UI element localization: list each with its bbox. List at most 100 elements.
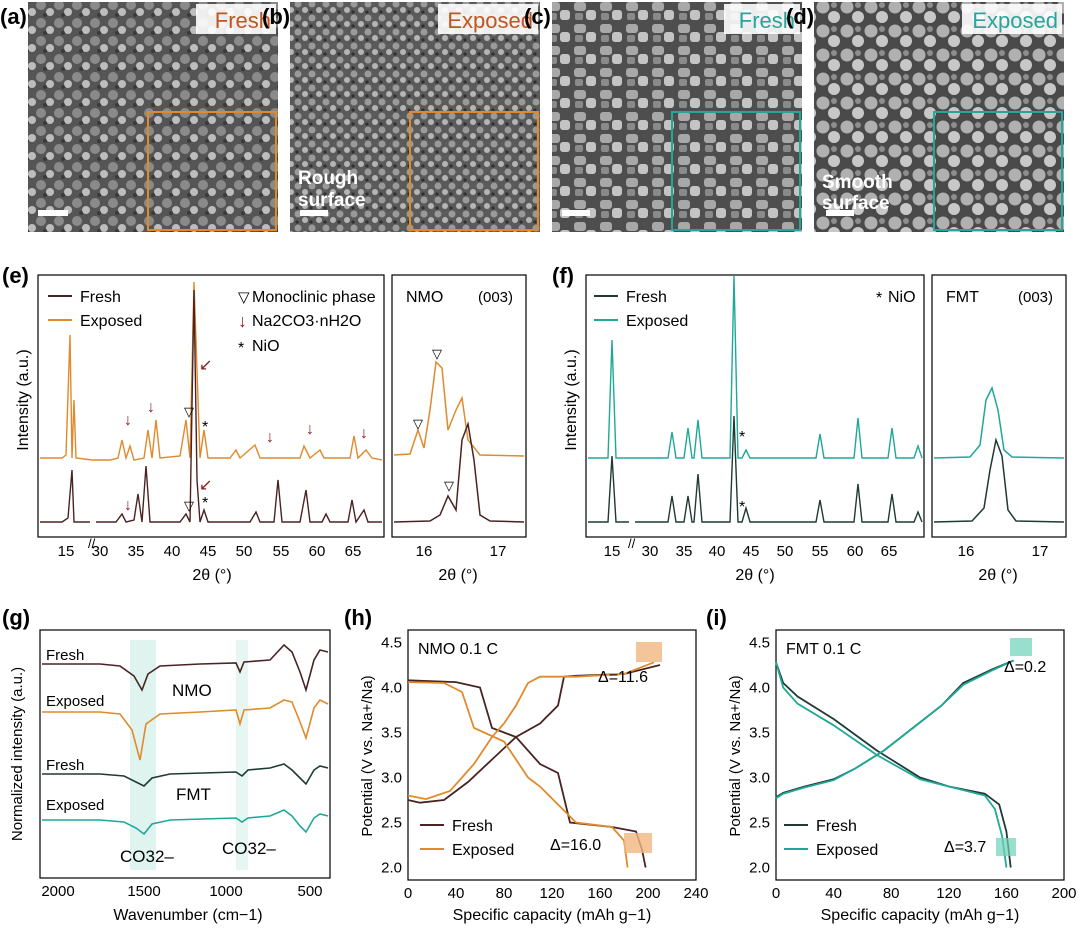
x-tick: 160	[587, 885, 612, 902]
e-asterisk-marker: *	[202, 419, 208, 436]
f-tick: 17	[1032, 543, 1049, 560]
g-ylabel: Normalized intensity (a.u.)	[9, 667, 26, 841]
g-xlabel: Wavenumber (cm−1)	[113, 907, 262, 924]
e-tick: 40	[164, 543, 181, 560]
g-label-nmo-exposed: Exposed	[46, 693, 104, 710]
i-plot-area	[775, 659, 1014, 868]
e-tick: 30	[92, 543, 109, 560]
panel-label-g: (g)	[2, 605, 30, 630]
h-delta-box-bottom	[624, 833, 652, 853]
e-note-nio: NiO	[252, 338, 280, 355]
sem-label-b: Exposed	[447, 8, 533, 33]
f-note-nio: NiO	[888, 289, 916, 306]
y-tick: 4.0	[381, 680, 402, 697]
f-tick: 65	[881, 543, 898, 560]
h-rate-label: NMO 0.1 C	[418, 641, 498, 658]
sem-label-a: Fresh	[215, 8, 271, 33]
gcd-panel-h: (h) Potential (V vs. Na+/Na) NMO 0.1 C Δ…	[344, 605, 709, 924]
xrd-panel-e: (e) Intensity (a.u.) Fresh Exposed ▽ Mon…	[2, 263, 527, 584]
f-inset-fresh-trace	[933, 437, 1065, 523]
e-note-na: Na2CO3·nH2O	[252, 313, 361, 330]
g-annot-nmo: NMO	[172, 681, 212, 700]
h-plot-area	[407, 661, 661, 868]
e-ylabel: Intensity (a.u.)	[15, 349, 32, 450]
y-tick: 2.5	[381, 815, 402, 832]
e-arrow-marker: ↓	[124, 497, 132, 514]
f-exposed-trace-2	[588, 415, 923, 523]
gcd-curve-exposed-discharge	[407, 681, 629, 868]
e-inset-hkl: (003)	[478, 289, 513, 306]
g-nmo-exposed-trace	[42, 698, 329, 761]
y-tick: 3.5	[749, 725, 770, 742]
x-tick: 120	[936, 885, 961, 902]
e-tick: 17	[490, 543, 507, 560]
f-tick: 30	[642, 543, 659, 560]
e-exposed-trace	[40, 281, 383, 461]
panel-label-a: (a)	[0, 4, 27, 29]
sem-inset-d	[933, 111, 1063, 231]
e-triangle-marker: ▽	[413, 416, 423, 431]
g-band-co3-2	[236, 640, 248, 870]
e-triangle-marker: ▽	[432, 346, 442, 361]
e-inset-xlabel: 2θ (°)	[438, 567, 477, 584]
i-delta-bottom: Δ=3.7	[944, 839, 986, 856]
g-label-nmo-fresh: Fresh	[46, 647, 84, 664]
sem-panel-b: (b) Exposed Rough surface	[262, 2, 540, 232]
i-delta-box-top	[1010, 638, 1032, 656]
f-inset-exposed-trace	[933, 385, 1065, 459]
h-delta-box-top	[636, 642, 662, 662]
f-tick: 50	[777, 543, 794, 560]
panel-label-b: (b)	[262, 4, 290, 29]
h-legend-exposed: Exposed	[452, 842, 514, 859]
f-ylabel: Intensity (a.u.)	[563, 349, 580, 450]
e-legend-fresh: Fresh	[80, 289, 121, 306]
y-tick: 3.0	[749, 770, 770, 787]
e-asterisk-icon: *	[238, 340, 244, 357]
i-ylabel: Potential (V vs. Na+/Na)	[727, 675, 744, 836]
panel-label-c: (c)	[524, 4, 551, 29]
y-tick: 3.0	[381, 770, 402, 787]
x-tick: 0	[404, 885, 412, 902]
f-break-icon: //	[628, 536, 636, 551]
y-tick: 4.5	[749, 635, 770, 652]
e-tick: 45	[200, 543, 217, 560]
i-legend-fresh: Fresh	[816, 818, 857, 835]
x-tick: 160	[994, 885, 1019, 902]
gcd-curve-fresh-discharge	[775, 662, 1012, 868]
g-fmt-exposed-trace	[42, 809, 329, 836]
sem-panel-c: (c) Fresh	[524, 2, 802, 232]
f-asterisk-marker: *	[739, 499, 745, 516]
g-tick: 500	[297, 883, 322, 900]
x-tick: 40	[448, 885, 465, 902]
e-tick: 55	[273, 543, 290, 560]
h-xlabel: Specific capacity (mAh g−1)	[453, 907, 652, 924]
y-tick: 3.5	[381, 725, 402, 742]
f-tick: 35	[676, 543, 693, 560]
e-inset-title: NMO	[406, 289, 443, 306]
panel-label-h: (h)	[344, 605, 372, 630]
sem-panel-d: (d) Exposed Smooth surface	[786, 2, 1064, 232]
e-arrow-marker: ↓	[306, 421, 314, 438]
x-tick: 240	[683, 885, 708, 902]
e-arrow-marker: ↙	[199, 357, 212, 374]
e-arrow-marker: ↙	[199, 477, 212, 494]
e-tick: 65	[345, 543, 362, 560]
h-delta-bottom: Δ=16.0	[550, 837, 601, 854]
gcd-curve-exposed-discharge	[775, 662, 1008, 868]
f-inset-xlabel: 2θ (°)	[978, 567, 1017, 584]
panel-label-i: (i)	[706, 605, 727, 630]
f-asterisk-marker: *	[739, 429, 745, 446]
f-tick: 60	[847, 543, 864, 560]
y-tick: 2.5	[749, 815, 770, 832]
i-delta-box-bottom	[996, 838, 1016, 856]
y-tick: 2.0	[381, 860, 402, 877]
g-label-fmt-exposed: Exposed	[46, 797, 104, 814]
g-label-fmt-fresh: Fresh	[46, 757, 84, 774]
panel-label-f: (f)	[552, 263, 574, 288]
g-annot-co3-1: CO32–	[120, 847, 174, 866]
sem-label-d: Exposed	[972, 8, 1058, 33]
e-break-icon: //	[88, 536, 96, 551]
sem-inset-a	[147, 111, 277, 231]
e-triangle-marker: ▽	[444, 478, 454, 493]
g-tick: 1000	[209, 883, 242, 900]
